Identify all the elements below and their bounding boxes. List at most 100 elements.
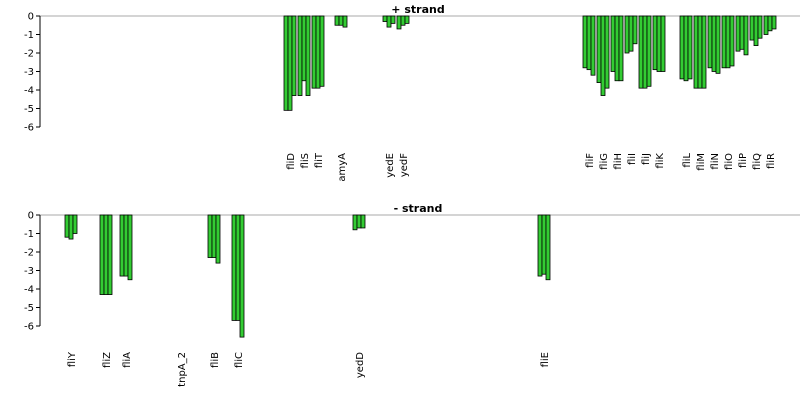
bar xyxy=(729,15,735,67)
bar xyxy=(396,15,402,30)
bar xyxy=(360,214,366,229)
bar xyxy=(725,15,731,69)
bar xyxy=(311,15,317,89)
bar xyxy=(590,15,596,76)
bar xyxy=(687,15,693,80)
gene-label: fliI xyxy=(627,153,638,165)
bar xyxy=(679,15,685,80)
bar xyxy=(715,15,721,74)
bar xyxy=(697,15,703,89)
gene-label: fliB xyxy=(210,352,221,368)
y-tick-label: -6 xyxy=(24,322,34,333)
y-tick-label: -2 xyxy=(24,248,34,259)
bar xyxy=(283,15,289,111)
bar xyxy=(763,15,769,35)
bar xyxy=(291,15,297,96)
gene-label: fliJ xyxy=(641,153,652,165)
bar xyxy=(753,15,759,47)
bar xyxy=(382,15,388,22)
bar xyxy=(356,214,362,229)
bar xyxy=(297,15,303,96)
bar xyxy=(600,15,606,96)
gene-label: fliF xyxy=(585,153,596,168)
gene-label: yedD xyxy=(355,352,366,378)
bar xyxy=(400,15,406,26)
gene-label: yedE xyxy=(385,153,396,178)
gene-label: fliG xyxy=(599,153,610,170)
bar xyxy=(315,15,321,89)
bar xyxy=(239,214,245,338)
bar xyxy=(610,15,616,72)
y-tick-label: -6 xyxy=(24,123,34,134)
bar xyxy=(618,15,624,82)
bar xyxy=(743,15,749,56)
bar xyxy=(757,15,763,39)
gene-label: fliE xyxy=(540,352,551,367)
bar xyxy=(68,214,74,240)
gene-label: fliL xyxy=(682,153,693,168)
y-tick-label: -4 xyxy=(24,86,34,97)
gene-label: fliS xyxy=(300,153,311,168)
y-tick-label: -3 xyxy=(24,266,34,277)
y-tick-label: 0 xyxy=(28,211,34,222)
bar xyxy=(632,15,638,45)
bar xyxy=(211,214,217,258)
gene-label: fliP xyxy=(738,153,749,168)
bar xyxy=(624,15,630,54)
gene-label: fliD xyxy=(286,153,297,170)
bar xyxy=(127,214,133,281)
bar xyxy=(735,15,741,52)
bar xyxy=(604,15,610,89)
bar xyxy=(707,15,713,69)
y-tick-label: 0 xyxy=(28,12,34,23)
bar xyxy=(660,15,666,72)
y-tick-label: -1 xyxy=(24,30,34,41)
gene-label: fliN xyxy=(710,153,721,170)
gene-label: fliT xyxy=(314,152,325,168)
y-tick-label: -1 xyxy=(24,229,34,240)
bar xyxy=(107,214,113,295)
panel-title: + strand xyxy=(391,3,444,16)
gene-label: fliM xyxy=(696,153,707,171)
bar xyxy=(103,214,109,295)
bar xyxy=(119,214,125,277)
bar xyxy=(72,214,78,234)
y-tick-label: -4 xyxy=(24,285,34,296)
bar xyxy=(596,15,602,83)
bar xyxy=(386,15,392,28)
gene-label: fliQ xyxy=(752,153,763,170)
bar xyxy=(711,15,717,72)
gene-label: fliK xyxy=(655,153,666,169)
bar xyxy=(235,214,241,321)
gene-label: fliZ xyxy=(102,352,113,368)
bar xyxy=(231,214,237,321)
bar xyxy=(701,15,707,89)
y-tick-label: -5 xyxy=(24,303,34,314)
gene-label: yedF xyxy=(399,153,410,177)
gene-label: fliY xyxy=(67,351,78,367)
bar xyxy=(652,15,658,71)
bar xyxy=(537,214,543,277)
bar xyxy=(352,214,358,231)
y-tick-label: -2 xyxy=(24,49,34,60)
bar xyxy=(215,214,221,264)
panel-title: - strand xyxy=(394,202,443,215)
gene-label: fliO xyxy=(724,153,735,170)
bar xyxy=(404,15,410,24)
bar xyxy=(739,15,745,50)
bar xyxy=(614,15,620,82)
bar xyxy=(656,15,662,72)
y-tick-label: -5 xyxy=(24,104,34,115)
y-tick-label: -3 xyxy=(24,67,34,78)
bar xyxy=(64,214,70,238)
bar xyxy=(541,214,547,275)
gene-label: fliC xyxy=(234,352,245,368)
bar xyxy=(390,15,396,24)
bar xyxy=(693,15,699,89)
gene-label: fliH xyxy=(613,153,624,170)
bar xyxy=(767,15,773,32)
bar xyxy=(628,15,634,52)
bar xyxy=(334,15,340,26)
bar xyxy=(642,15,648,89)
bar xyxy=(721,15,727,69)
